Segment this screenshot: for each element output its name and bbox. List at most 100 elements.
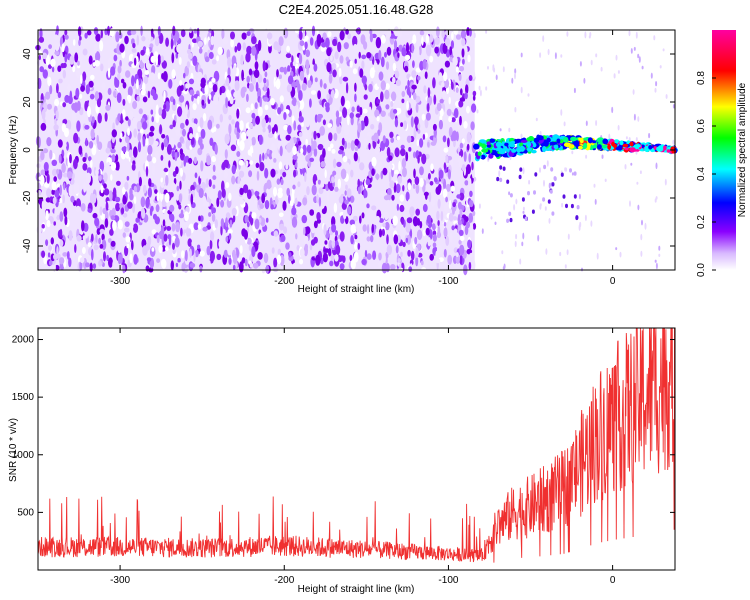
noise-dot — [361, 60, 365, 69]
noise-dot — [615, 247, 618, 251]
noise-dot — [514, 72, 516, 80]
noise-dot — [90, 233, 94, 242]
noise-dot — [414, 236, 418, 245]
noise-dot — [176, 185, 180, 192]
noise-dot — [374, 109, 380, 118]
noise-dot — [542, 35, 545, 42]
noise-dot — [228, 257, 232, 265]
noise-dot — [47, 252, 51, 258]
noise-dot — [255, 115, 260, 125]
noise-dot — [279, 66, 285, 73]
noise-dot — [276, 254, 282, 265]
noise-dot — [187, 238, 193, 247]
noise-dot — [72, 65, 76, 73]
noise-dot — [317, 90, 321, 100]
noise-dot — [374, 60, 377, 71]
noise-dot — [245, 107, 251, 114]
signal-dot — [556, 138, 561, 144]
noise-dot — [151, 247, 155, 252]
noise-dot — [584, 214, 587, 222]
noise-dot — [94, 217, 100, 227]
noise-dot — [611, 106, 614, 114]
noise-dot — [189, 133, 193, 140]
noise-dot — [522, 232, 525, 240]
noise-dot — [137, 141, 142, 153]
noise-dot — [436, 102, 442, 112]
noise-dot — [72, 112, 77, 123]
noise-dot — [392, 76, 396, 84]
noise-dot — [39, 112, 42, 119]
noise-dot — [412, 92, 417, 100]
noise-dot — [180, 250, 185, 259]
noise-dot — [161, 108, 167, 120]
noise-dot — [159, 230, 164, 240]
noise-dot — [73, 132, 79, 144]
noise-dot — [74, 52, 79, 63]
noise-dot — [51, 181, 57, 191]
noise-dot — [208, 260, 211, 270]
noise-dot — [49, 85, 53, 95]
noise-dot — [84, 100, 89, 112]
noise-dot — [302, 30, 306, 40]
noise-dot — [458, 65, 465, 72]
noise-dot — [184, 65, 189, 77]
noise-dot — [217, 190, 222, 200]
noise-dot — [58, 78, 63, 84]
noise-dot — [156, 234, 160, 244]
noise-dot — [665, 94, 668, 99]
noise-dot — [498, 170, 501, 178]
noise-dot — [85, 84, 91, 95]
noise-dot — [184, 232, 187, 243]
noise-dot — [566, 249, 569, 256]
noise-dot — [230, 31, 235, 40]
noise-dot — [425, 112, 431, 121]
noise-dot — [146, 257, 152, 262]
noise-dot — [335, 110, 340, 119]
noise-dot — [317, 143, 324, 151]
noise-dot — [403, 120, 408, 130]
noise-dot — [47, 76, 52, 87]
noise-dot — [82, 247, 86, 254]
noise-dot — [53, 124, 59, 131]
noise-dot — [298, 161, 304, 170]
noise-dot — [64, 53, 68, 63]
noise-dot — [322, 148, 326, 159]
noise-dot — [416, 229, 423, 241]
noise-dot — [270, 168, 276, 178]
signal-dot — [549, 189, 553, 194]
noise-dot — [387, 70, 392, 81]
noise-dot — [325, 69, 329, 79]
noise-dot — [251, 246, 256, 258]
noise-dot — [429, 181, 434, 186]
noise-dot — [319, 78, 323, 88]
noise-dot — [243, 78, 248, 86]
noise-dot — [589, 32, 592, 37]
noise-dot — [417, 252, 423, 258]
noise-dot — [101, 82, 106, 90]
noise-dot — [104, 112, 108, 122]
noise-dot — [229, 96, 234, 105]
noise-dot — [508, 127, 511, 133]
x-tick-label: -200 — [274, 276, 294, 287]
noise-dot — [312, 140, 317, 150]
noise-dot — [43, 161, 49, 172]
noise-dot — [443, 227, 448, 238]
noise-dot — [404, 203, 408, 212]
noise-dot — [180, 227, 183, 237]
signal-dot — [587, 137, 593, 144]
noise-dot — [310, 90, 317, 95]
noise-dot — [64, 215, 68, 226]
noise-dot — [472, 259, 476, 271]
noise-dot — [210, 231, 215, 242]
noise-dot — [399, 204, 405, 213]
noise-dot — [183, 72, 186, 79]
noise-dot — [164, 192, 170, 203]
noise-dot — [148, 178, 152, 187]
noise-dot — [128, 95, 132, 104]
noise-dot — [100, 29, 104, 39]
noise-dot — [328, 73, 333, 84]
signal-dot — [526, 141, 532, 148]
signal-dot — [510, 140, 516, 145]
noise-dot — [259, 161, 265, 172]
noise-dot — [132, 100, 138, 110]
